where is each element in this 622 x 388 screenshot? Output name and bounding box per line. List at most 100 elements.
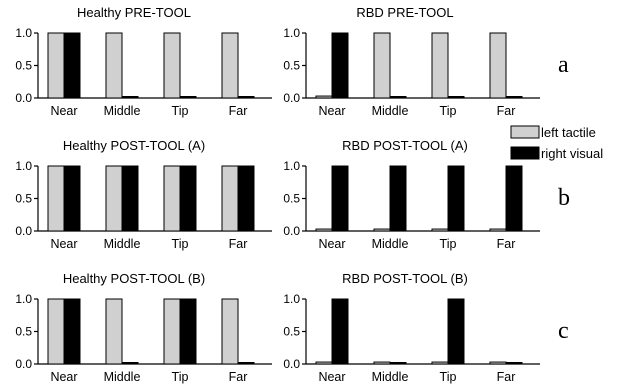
bar-left-tactile-tip bbox=[163, 298, 181, 365]
y-tick-label: 1.0 bbox=[283, 292, 300, 306]
y-tick-label: 1.0 bbox=[283, 159, 300, 173]
x-tick-label: Middle bbox=[372, 370, 409, 384]
bar-left-tactile-near bbox=[47, 298, 65, 365]
bar-right-visual-far bbox=[237, 362, 255, 365]
bar-left-tactile-middle bbox=[105, 298, 123, 365]
x-tick-label: Tip bbox=[172, 104, 189, 118]
bar-left-tactile-near bbox=[315, 228, 333, 232]
x-tick-label: Tip bbox=[440, 237, 457, 251]
bar-left-tactile-middle bbox=[373, 32, 391, 99]
y-tick-label: 0.5 bbox=[283, 325, 300, 339]
bar-right-visual-near bbox=[331, 32, 349, 99]
y-tick-label: 1.0 bbox=[283, 26, 300, 40]
bar-right-visual-far bbox=[505, 165, 523, 232]
x-tick-label: Tip bbox=[440, 370, 457, 384]
y-tick-label: 0.5 bbox=[15, 192, 32, 206]
bar-right-visual-middle bbox=[389, 362, 407, 365]
x-tick-label: Near bbox=[50, 370, 77, 384]
x-tick-label: Middle bbox=[104, 104, 141, 118]
bar-right-visual-middle bbox=[121, 96, 139, 99]
bar-left-tactile-tip bbox=[431, 361, 449, 365]
x-tick-label: Middle bbox=[104, 370, 141, 384]
x-tick-label: Far bbox=[229, 370, 248, 384]
bar-left-tactile-middle bbox=[373, 361, 391, 365]
chart-panel-1: Healthy PRE-TOOL 1.0 0.5 0.0 Near Middle Tip Fa… bbox=[15, 5, 272, 118]
bar-left-tactile-far bbox=[489, 361, 507, 365]
bar-left-tactile-near bbox=[315, 361, 333, 365]
row-label-b: b bbox=[558, 185, 570, 211]
x-tick-label: Far bbox=[497, 237, 516, 251]
bar-left-tactile-near bbox=[315, 95, 333, 99]
x-tick-label: Near bbox=[318, 237, 345, 251]
bar-right-visual-tip bbox=[179, 165, 197, 232]
y-tick-label: 0.5 bbox=[283, 192, 300, 206]
bar-right-visual-tip bbox=[447, 96, 465, 99]
bar-right-visual-near bbox=[63, 298, 81, 365]
legend-swatch-left-tactile bbox=[510, 125, 540, 139]
chart-title: Healthy PRE-TOOL bbox=[77, 5, 191, 20]
bar-left-tactile-far bbox=[221, 298, 239, 365]
bar-right-visual-tip bbox=[179, 298, 197, 365]
x-tick-label: Middle bbox=[372, 104, 409, 118]
bar-left-tactile-near bbox=[47, 32, 65, 99]
bar-right-visual-far bbox=[505, 362, 523, 365]
bar-right-visual-near bbox=[331, 165, 349, 232]
bar-left-tactile-tip bbox=[431, 228, 449, 232]
x-tick-label: Far bbox=[229, 104, 248, 118]
y-tick-label: 0.0 bbox=[283, 224, 300, 238]
x-tick-label: Near bbox=[50, 104, 77, 118]
chart-title: RBD POST-TOOL (B) bbox=[342, 271, 468, 286]
y-tick-label: 0.0 bbox=[283, 91, 300, 105]
y-tick-label: 1.0 bbox=[15, 159, 32, 173]
legend: left tactile right visual bbox=[510, 125, 603, 161]
x-tick-label: Near bbox=[318, 104, 345, 118]
y-tick-label: 1.0 bbox=[15, 292, 32, 306]
bar-left-tactile-tip bbox=[163, 165, 181, 232]
bar-right-visual-tip bbox=[179, 96, 197, 99]
x-tick-label: Far bbox=[497, 104, 516, 118]
bar-right-visual-tip bbox=[447, 298, 465, 365]
y-tick-label: 0.0 bbox=[15, 224, 32, 238]
y-tick-label: 1.0 bbox=[15, 26, 32, 40]
chart-panel-5: Healthy POST-TOOL (B) 1.0 0.5 0.0 Near Middle… bbox=[15, 271, 272, 384]
chart-title: Healthy POST-TOOL (A) bbox=[63, 138, 205, 153]
bar-left-tactile-middle bbox=[105, 165, 123, 232]
bar-right-visual-middle bbox=[121, 165, 139, 232]
x-tick-label: Far bbox=[497, 370, 516, 384]
row-label-a: a bbox=[558, 52, 569, 78]
x-tick-label: Middle bbox=[372, 237, 409, 251]
chart-panel-6: RBD POST-TOOL (B) 1.0 0.5 0.0 Near Middle Tip F… bbox=[283, 271, 540, 384]
y-tick-label: 0.0 bbox=[15, 91, 32, 105]
y-tick-label: 0.5 bbox=[15, 325, 32, 339]
y-tick-label: 0.5 bbox=[283, 59, 300, 73]
x-tick-label: Middle bbox=[104, 237, 141, 251]
x-tick-label: Far bbox=[229, 237, 248, 251]
bar-left-tactile-far bbox=[221, 32, 239, 99]
x-tick-label: Tip bbox=[172, 237, 189, 251]
x-tick-label: Tip bbox=[440, 104, 457, 118]
chart-panel-2: RBD PRE-TOOL 1.0 0.5 0.0 Near Middle Tip Far bbox=[283, 5, 540, 118]
bar-left-tactile-middle bbox=[105, 32, 123, 99]
bar-right-visual-far bbox=[237, 96, 255, 99]
bar-right-visual-middle bbox=[389, 165, 407, 232]
bar-right-visual-near bbox=[63, 165, 81, 232]
bar-left-tactile-far bbox=[489, 228, 507, 232]
chart-panels: Healthy PRE-TOOL 1.0 0.5 0.0 Near Middle Tip Fa… bbox=[15, 5, 540, 384]
bar-right-visual-far bbox=[505, 96, 523, 99]
bar-right-visual-near bbox=[63, 32, 81, 99]
bar-right-visual-tip bbox=[447, 165, 465, 232]
legend-label-left-tactile: left tactile bbox=[541, 125, 596, 140]
bar-right-visual-middle bbox=[389, 96, 407, 99]
chart-panel-3: Healthy POST-TOOL (A) 1.0 0.5 0.0 Near Middle… bbox=[15, 138, 272, 251]
chart-title: Healthy POST-TOOL (B) bbox=[63, 271, 205, 286]
bar-right-visual-far bbox=[237, 165, 255, 232]
chart-title: RBD POST-TOOL (A) bbox=[342, 138, 468, 153]
chart-title: RBD PRE-TOOL bbox=[356, 5, 453, 20]
bar-left-tactile-tip bbox=[431, 32, 449, 99]
bar-left-tactile-tip bbox=[163, 32, 181, 99]
y-tick-label: 0.0 bbox=[15, 357, 32, 371]
bar-right-visual-near bbox=[331, 298, 349, 365]
legend-label-right-visual: right visual bbox=[541, 146, 603, 161]
x-tick-label: Tip bbox=[172, 370, 189, 384]
